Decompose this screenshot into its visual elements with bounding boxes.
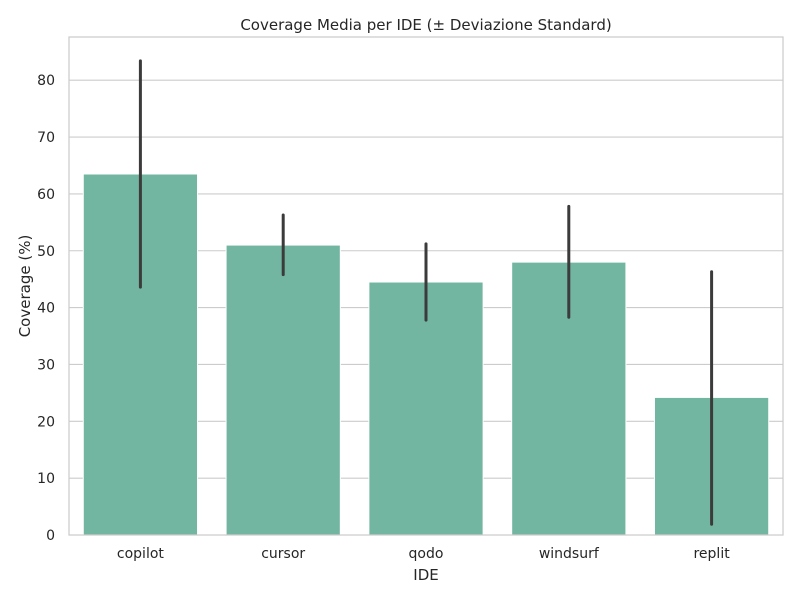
y-tick-label: 30 <box>37 357 55 373</box>
y-tick-label: 60 <box>37 187 55 203</box>
chart-title: Coverage Media per IDE (± Deviazione Sta… <box>240 16 611 34</box>
x-tick-labels: copilot cursor qodo windsurf replit <box>117 546 730 562</box>
y-tick-label: 50 <box>37 244 55 260</box>
x-tick-label: copilot <box>117 546 164 562</box>
y-tick-label: 20 <box>37 414 55 430</box>
x-tick-label: qodo <box>409 546 444 562</box>
y-tick-label: 0 <box>46 528 55 544</box>
y-axis-label: Coverage (%) <box>16 235 34 338</box>
y-tick-label: 70 <box>37 130 55 146</box>
x-tick-label: replit <box>693 546 730 562</box>
y-tick-label: 80 <box>37 73 55 89</box>
x-axis-label: IDE <box>413 566 438 584</box>
x-tick-label: cursor <box>261 546 305 562</box>
y-tick-labels: 0 10 20 30 40 50 60 70 80 <box>37 73 55 544</box>
bar-cursor <box>225 244 341 536</box>
error-bars <box>138 59 714 526</box>
plot-frame <box>68 36 784 536</box>
x-tick-label: windsurf <box>539 546 600 562</box>
y-tick-label: 40 <box>37 301 55 317</box>
y-tick-label: 10 <box>37 471 55 487</box>
